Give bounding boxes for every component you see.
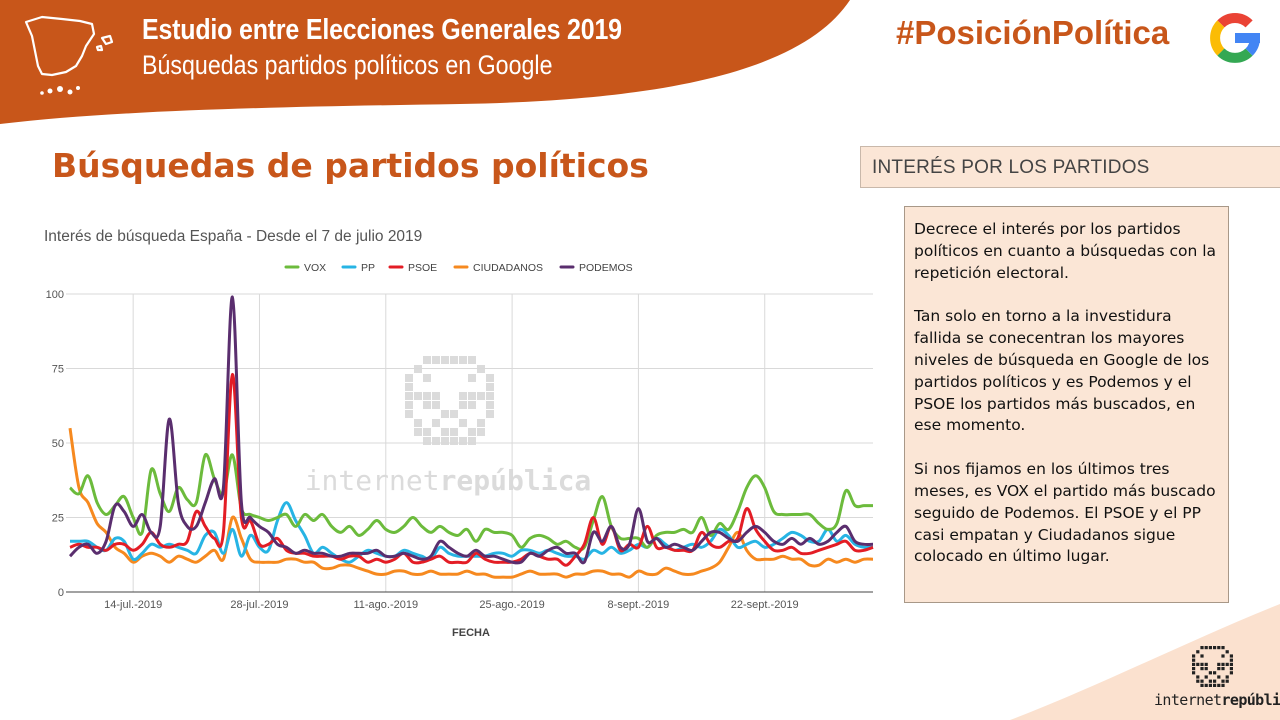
brand-name: internetrepública xyxy=(1154,691,1280,709)
x-tick-label: 14-jul.-2019 xyxy=(104,599,162,611)
y-tick-label: 75 xyxy=(52,364,64,376)
study-title: Estudio entre Elecciones Generales 2019 xyxy=(142,14,622,46)
y-tick-label: 50 xyxy=(52,438,64,450)
watermark-text-light: internet xyxy=(305,464,440,497)
legend-label: PODEMOS xyxy=(579,262,633,274)
watermark-text-bold: república xyxy=(440,464,592,497)
series-line-vox xyxy=(69,453,873,552)
stormtrooper-icon xyxy=(1192,646,1233,687)
watermark: internetrepública xyxy=(305,356,592,497)
stormtrooper-watermark-icon xyxy=(405,356,494,445)
header-band xyxy=(0,0,850,124)
line-chart: internetrepública VOX PP PSOE CIUDADANOS POD… xyxy=(46,262,874,639)
paragraph-3: Si nos fijamos en los últimos tres meses… xyxy=(914,460,1216,566)
x-tick-label: 11-ago.-2019 xyxy=(353,599,418,611)
x-axis-label: FECHA xyxy=(452,627,490,639)
legend-label: VOX xyxy=(304,262,326,274)
side-panel-text: Decrece el interés por los partidos polí… xyxy=(904,206,1229,603)
x-tick-label: 28-jul.-2019 xyxy=(230,599,288,611)
legend-label: PSOE xyxy=(408,262,437,274)
side-panel-header-label: INTERÉS POR LOS PARTIDOS xyxy=(872,157,1150,178)
legend-item: PP xyxy=(341,262,375,274)
chart-title: Interés de búsqueda España - Desde el 7 … xyxy=(44,228,423,245)
hashtag-title: #PosiciónPolítica xyxy=(896,14,1170,51)
paragraph-2: Tan solo en torno a la investidura falli… xyxy=(914,307,1210,435)
watermark-text: internetrepública xyxy=(305,464,592,497)
study-subtitle: Búsquedas partidos políticos en Google xyxy=(142,50,553,80)
google-icon xyxy=(1210,13,1260,63)
legend-label: PP xyxy=(361,262,375,274)
spain-map-icon xyxy=(24,15,114,95)
x-tick-label: 25-ago.-2019 xyxy=(479,599,544,611)
paragraph-1: Decrece el interés por los partidos polí… xyxy=(914,220,1217,282)
legend-item: PSOE xyxy=(388,262,437,274)
series-line-psoe xyxy=(69,372,874,567)
side-panel-header: INTERÉS POR LOS PARTIDOS xyxy=(860,146,1280,188)
series-line-podemos xyxy=(68,295,874,565)
section-title: Búsquedas de partidos políticos xyxy=(52,146,649,185)
x-tick-label: 22-sept.-2019 xyxy=(731,599,799,611)
brand-name-bold: república xyxy=(1221,691,1280,709)
y-tick-label: 100 xyxy=(46,289,64,301)
x-tick-label: 8-sept.-2019 xyxy=(608,599,670,611)
legend-label: CIUDADANOS xyxy=(473,262,543,274)
brand-name-light: internet xyxy=(1154,691,1222,709)
legend-item: VOX xyxy=(284,262,326,274)
y-tick-label: 0 xyxy=(58,587,64,599)
y-tick-label: 25 xyxy=(52,513,64,525)
legend-item: CIUDADANOS xyxy=(453,262,543,274)
legend-item: PODEMOS xyxy=(559,262,633,274)
